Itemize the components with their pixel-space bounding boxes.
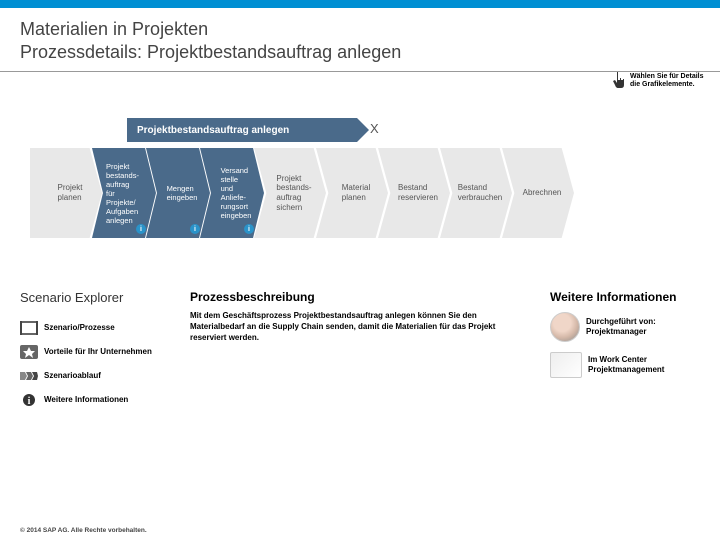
more-info-list: Durchgeführt von: Projektmanager Im Work… [550, 312, 700, 378]
explorer-item-0[interactable]: Szenario/Prozesse [20, 321, 170, 335]
flow-step-label: Projektbestands-auftragfürProjekte/Aufga… [106, 162, 150, 225]
flow-sub-banner-label: Projektbestandsauftrag anlegen [137, 125, 289, 136]
more-info-item-label: Im Work Center Projektmanagement [588, 355, 700, 374]
page-header: Materialien in Projekten Prozessdetails:… [0, 8, 720, 72]
explorer-list: Szenario/Prozesse Vorteile für Ihr Unter… [20, 321, 170, 407]
explorer-item-2[interactable]: Szenarioablauf [20, 369, 170, 383]
film-icon [20, 321, 38, 335]
pointer-icon [612, 72, 626, 90]
svg-text:i: i [28, 396, 31, 407]
flow-step-label: Bestandverbrauchen [458, 183, 502, 202]
more-info-item-0[interactable]: Durchgeführt von: Projektmanager [550, 312, 700, 342]
flow-chevron-row: Projektplanen Projektbestands-auftragfür… [30, 148, 710, 238]
more-info-item-label: Durchgeführt von: Projektmanager [586, 317, 700, 336]
flow-step-label: Materialplanen [342, 183, 370, 202]
explorer-item-label: Szenario/Prozesse [44, 323, 115, 333]
title-line-1: Materialien in Projekten [20, 19, 208, 39]
close-icon[interactable]: X [370, 121, 379, 136]
avatar-thumbnail [550, 312, 580, 342]
flow-sub-banner: Projektbestandsauftrag anlegen [127, 118, 357, 142]
flow-icon [20, 369, 38, 383]
star-icon [20, 345, 38, 359]
info-icon[interactable]: i [136, 224, 146, 234]
flow-step-label: Abrechnen [523, 188, 562, 198]
flow-step-label: Projektplanen [58, 183, 83, 202]
process-flow-area: Projektbestandsauftrag anlegen X Projekt… [0, 118, 720, 268]
explorer-title: Scenario Explorer [20, 290, 170, 305]
process-description: Prozessbeschreibung Mit dem Geschäftspro… [190, 290, 530, 515]
hint-text: Wählen Sie für Details die Grafikelement… [630, 73, 710, 90]
scenario-explorer: Scenario Explorer Szenario/Prozesse Vort… [20, 290, 170, 515]
explorer-item-label: Szenarioablauf [44, 371, 101, 381]
more-info-panel: Weitere Informationen Durchgeführt von: … [550, 290, 700, 515]
description-title: Prozessbeschreibung [190, 290, 530, 304]
flow-step-label: VersandstelleundAnliefe-rungsorteingeben [221, 166, 252, 220]
screen-thumbnail [550, 352, 582, 378]
explorer-item-label: Weitere Informationen [44, 395, 128, 405]
description-body: Mit dem Geschäftsprozess Projektbestands… [190, 310, 530, 344]
copyright: © 2014 SAP AG. Alle Rechte vorbehalten. [20, 527, 147, 534]
flow-step-label: Bestandreservieren [398, 183, 438, 202]
lower-content: Scenario Explorer Szenario/Prozesse Vort… [20, 290, 700, 515]
flow-step-8[interactable]: Abrechnen [502, 148, 574, 238]
top-accent-bar [0, 0, 720, 8]
flow-step-label: Mengeneingeben [167, 184, 198, 202]
more-info-title: Weitere Informationen [550, 290, 700, 304]
hint-box: Wählen Sie für Details die Grafikelement… [612, 72, 710, 90]
title-line-2: Prozessdetails: Projektbestandsauftrag a… [20, 42, 401, 62]
flow-step-label: Projektbestands-auftragsichern [276, 174, 311, 212]
page-title: Materialien in Projekten Prozessdetails:… [20, 18, 700, 65]
explorer-item-1[interactable]: Vorteile für Ihr Unternehmen [20, 345, 170, 359]
info-icon: i [20, 393, 38, 407]
info-icon[interactable]: i [190, 224, 200, 234]
info-icon[interactable]: i [244, 224, 254, 234]
explorer-item-3[interactable]: i Weitere Informationen [20, 393, 170, 407]
explorer-item-label: Vorteile für Ihr Unternehmen [44, 347, 152, 357]
more-info-item-1[interactable]: Im Work Center Projektmanagement [550, 352, 700, 378]
